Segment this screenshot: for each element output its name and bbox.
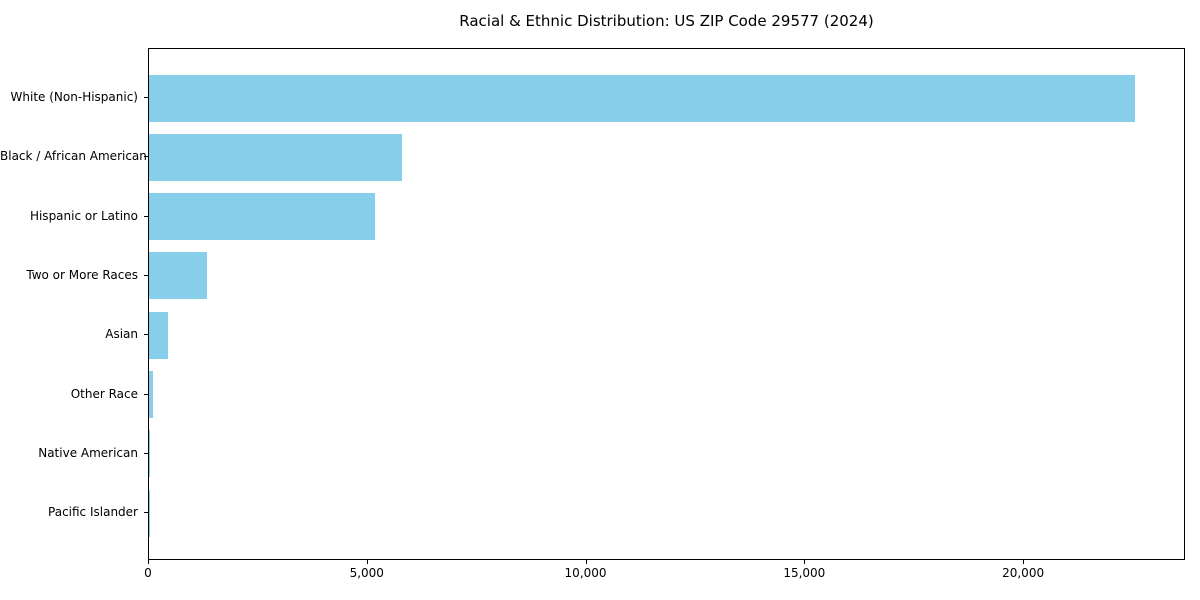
y-tick-label: Black / African American	[0, 149, 147, 164]
bar-two-or-more-races	[149, 252, 208, 300]
y-tick-label: Native American	[38, 445, 138, 460]
x-tick-label: 20,000	[1002, 566, 1045, 580]
x-tick-mark	[148, 560, 149, 564]
y-tick-label: Other Race	[70, 386, 138, 401]
bar-native-american	[149, 430, 150, 478]
bar-other-race	[149, 371, 154, 418]
y-tick-label: Hispanic or Latino	[29, 208, 138, 223]
x-tick-mark	[366, 560, 368, 564]
y-tick-mark	[144, 452, 148, 454]
bar-white-non-hispanic	[149, 74, 1136, 122]
bar-hispanic-or-latino	[149, 193, 376, 241]
y-tick-label: Asian	[105, 327, 138, 342]
x-tick-label: 0	[144, 566, 152, 580]
y-tick-label: White (Non-Hispanic)	[10, 90, 138, 104]
x-tick-label: 5,000	[349, 566, 384, 580]
x-tick-mark	[804, 560, 806, 564]
chart-title: Racial & Ethnic Distribution: US ZIP Cod…	[459, 12, 874, 30]
y-tick-mark	[144, 97, 148, 98]
y-tick-mark	[144, 215, 148, 217]
y-tick-mark	[144, 274, 148, 276]
bar-black-african-american	[149, 133, 402, 181]
y-tick-mark	[144, 334, 148, 336]
y-tick-mark	[144, 512, 148, 514]
bar-asian	[149, 311, 169, 359]
x-tick-label: 15,000	[783, 566, 826, 580]
y-tick-label: Two or More Races	[26, 267, 138, 282]
y-tick-mark	[144, 156, 148, 158]
x-tick-mark	[1023, 560, 1025, 564]
y-tick-label: Pacific Islander	[48, 505, 138, 520]
x-tick-mark	[585, 560, 587, 564]
y-tick-mark	[144, 393, 148, 395]
plot-area	[148, 48, 1185, 560]
x-tick-label: 10,000	[564, 566, 607, 580]
